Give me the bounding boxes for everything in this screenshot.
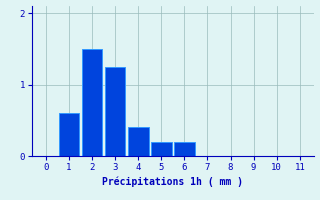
Bar — [82, 49, 102, 156]
Bar — [174, 142, 195, 156]
Bar — [128, 127, 148, 156]
Bar — [151, 142, 172, 156]
Bar — [59, 113, 79, 156]
Bar — [105, 67, 125, 156]
X-axis label: Précipitations 1h ( mm ): Précipitations 1h ( mm ) — [102, 176, 243, 187]
